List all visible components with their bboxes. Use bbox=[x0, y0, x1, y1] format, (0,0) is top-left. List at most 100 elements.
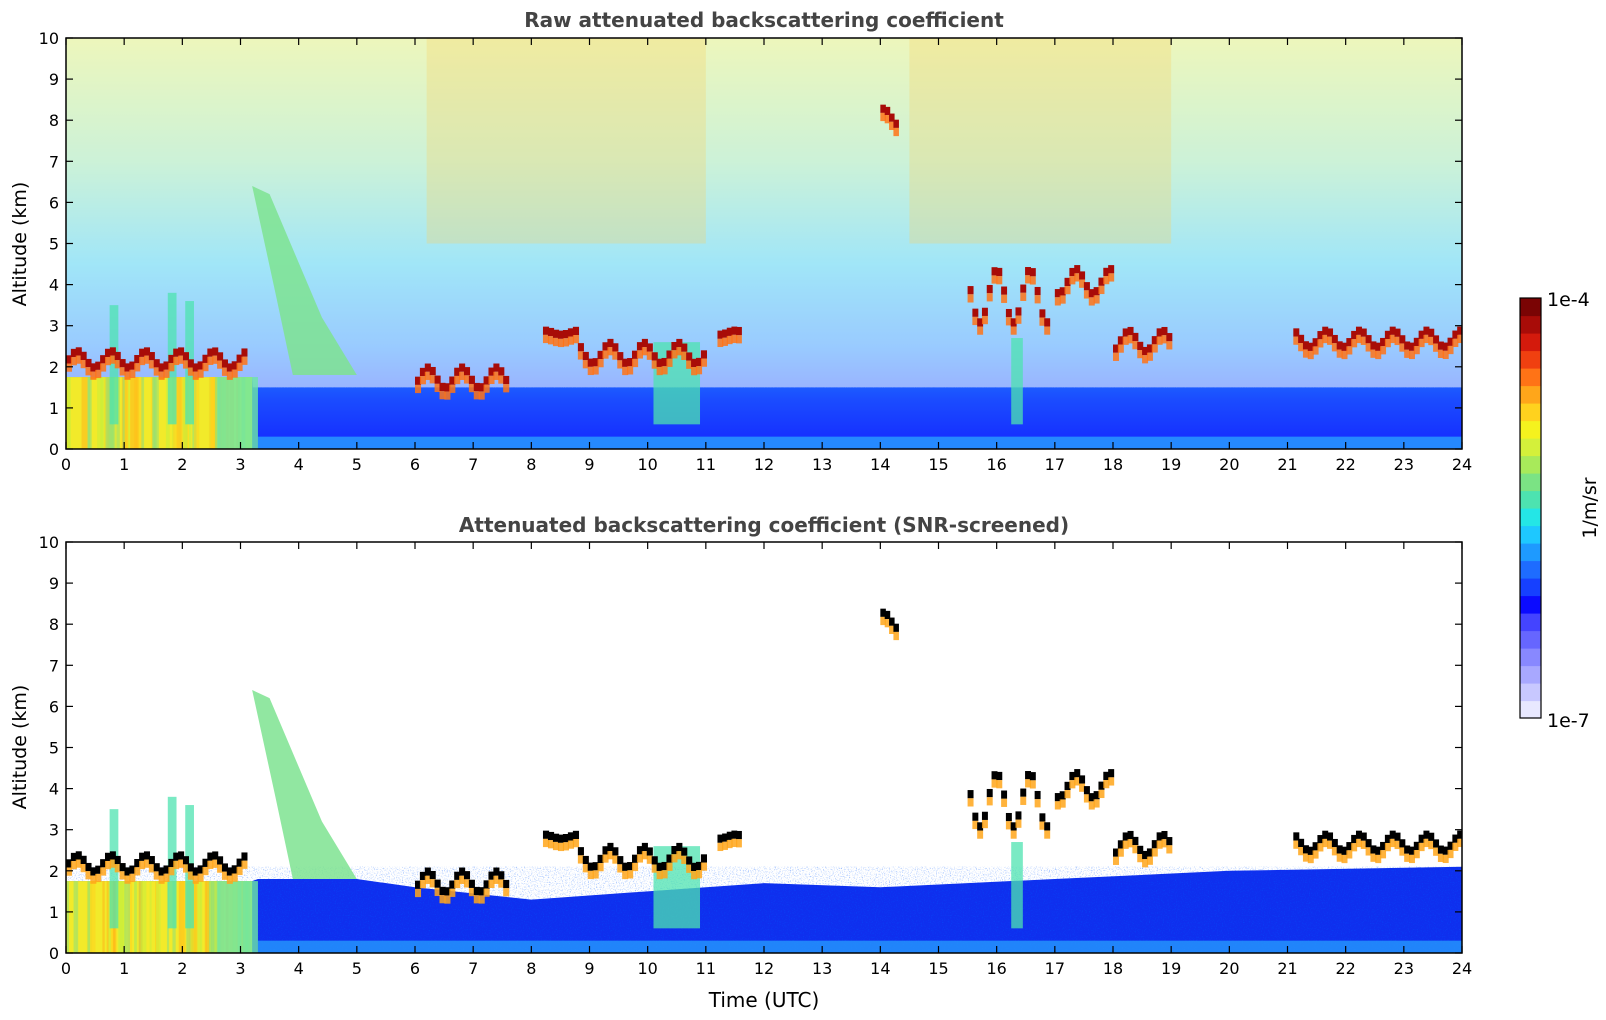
cloud-base-glow bbox=[1447, 345, 1454, 355]
cloud-layer bbox=[700, 854, 707, 863]
cloud-layer bbox=[143, 347, 151, 356]
cloud-layer bbox=[1074, 769, 1081, 778]
x-tick-label: 15 bbox=[928, 959, 948, 978]
cloud-layer bbox=[562, 330, 570, 339]
cloud-layer bbox=[542, 326, 550, 335]
cloud-base-glow bbox=[1307, 350, 1314, 360]
cloud-layer bbox=[676, 842, 683, 852]
cloud-base-glow bbox=[627, 870, 634, 879]
residual-layer-texture bbox=[138, 377, 144, 449]
cloud-layer bbox=[641, 842, 648, 852]
cloud-base-glow bbox=[632, 862, 639, 872]
cloud-layer bbox=[632, 350, 639, 359]
x-tick-label: 7 bbox=[468, 455, 478, 474]
cloud-layer bbox=[1322, 326, 1329, 335]
cloud-layer bbox=[1103, 771, 1110, 781]
cloud-layer bbox=[577, 847, 584, 856]
cloud-layer bbox=[1044, 822, 1051, 831]
cloud-layer bbox=[636, 342, 644, 351]
cloud-layer bbox=[1327, 832, 1334, 841]
cloud-base-glow bbox=[567, 840, 575, 849]
cloud-layer bbox=[1137, 341, 1144, 351]
cloud-layer bbox=[95, 361, 102, 370]
cloud-base-glow bbox=[424, 371, 431, 380]
residual-layer-texture bbox=[154, 377, 159, 449]
cloud-base-glow bbox=[104, 860, 112, 870]
cloud-base-glow bbox=[1389, 334, 1396, 344]
cloud-layer bbox=[996, 771, 1003, 781]
cloud-layer bbox=[700, 350, 707, 359]
cloud-base-glow bbox=[552, 841, 560, 851]
cloud-layer bbox=[207, 348, 214, 357]
cloud-layer bbox=[567, 328, 575, 337]
cloud-layer bbox=[1298, 838, 1305, 848]
cloud-base-glow bbox=[686, 360, 693, 369]
cloud-layer bbox=[75, 347, 82, 356]
cloud-base-glow bbox=[1132, 845, 1139, 854]
cloud-layer bbox=[1452, 330, 1459, 339]
y-tick-label: 1 bbox=[49, 903, 59, 922]
cloud-base-glow bbox=[231, 369, 238, 378]
x-tick-label: 0 bbox=[61, 959, 71, 978]
residual-layer-texture bbox=[128, 377, 130, 449]
cloud-base-glow bbox=[1108, 777, 1115, 786]
cloud-base-glow bbox=[1146, 856, 1153, 865]
x-tick-label: 14 bbox=[870, 455, 890, 474]
cloud-base-glow bbox=[1399, 847, 1406, 856]
cloud-layer bbox=[1064, 781, 1071, 791]
cloud-layer bbox=[1088, 793, 1095, 802]
cloud-layer bbox=[1365, 335, 1372, 344]
x-tick-label: 19 bbox=[1161, 959, 1181, 978]
residual-layer-texture bbox=[128, 881, 133, 953]
cloud-layer bbox=[498, 367, 505, 376]
residual-layer-texture bbox=[87, 377, 91, 449]
speckle-texture bbox=[66, 866, 1462, 953]
cloud-base-glow bbox=[607, 851, 614, 860]
cloud-base-glow bbox=[217, 360, 224, 369]
cloud-base-glow bbox=[1341, 350, 1348, 360]
cloud-base-glow bbox=[1059, 295, 1066, 304]
cloud-layer bbox=[439, 886, 446, 896]
x-tick-label: 21 bbox=[1277, 455, 1297, 474]
cloud-layer bbox=[493, 867, 500, 876]
cloud-layer bbox=[1418, 834, 1425, 843]
cloud-base-glow bbox=[1103, 780, 1110, 789]
cloud-base-glow bbox=[498, 375, 505, 384]
colorbar-swatch bbox=[1520, 560, 1541, 579]
cloud-base-glow bbox=[977, 326, 984, 335]
cloud-layer bbox=[415, 376, 422, 385]
cloud-base-glow bbox=[236, 362, 243, 372]
cloud-layer bbox=[1122, 328, 1129, 337]
cloud-base-glow bbox=[542, 334, 550, 344]
x-tick-label: 10 bbox=[637, 455, 657, 474]
cloud-base-glow bbox=[454, 375, 461, 385]
cloud-base-glow bbox=[1355, 838, 1362, 848]
residual-layer-texture bbox=[117, 881, 124, 953]
cloud-base-glow bbox=[212, 355, 219, 364]
residual-layer-texture bbox=[210, 377, 214, 449]
cloud-layer bbox=[1156, 832, 1163, 841]
cloud-base-glow bbox=[1020, 292, 1027, 301]
residual-layer-texture bbox=[141, 377, 145, 449]
cloud-layer bbox=[547, 327, 555, 337]
cloud-layer bbox=[972, 812, 979, 821]
cloud-base-glow bbox=[419, 880, 426, 889]
colorbar-swatch bbox=[1520, 578, 1541, 597]
cloud-base-glow bbox=[217, 864, 224, 873]
cloud-base-glow bbox=[119, 367, 126, 376]
residual-layer-texture bbox=[90, 881, 96, 953]
cloud-base-glow bbox=[1346, 850, 1353, 859]
cloud-base-glow bbox=[666, 862, 673, 871]
cloud-layer bbox=[572, 830, 580, 840]
cloud-layer bbox=[129, 361, 136, 370]
cloud-base-glow bbox=[109, 355, 116, 364]
cloud-base-glow bbox=[134, 363, 141, 372]
cloud-layer bbox=[1069, 771, 1076, 781]
cloud-base-glow bbox=[1059, 799, 1066, 808]
cloud-base-glow bbox=[582, 864, 589, 873]
x-axis: 0 1 2 3 4 5 6 7 8 9 10 11 12 13 14 15 16 17 18 19 20 21 22 23 24 bbox=[61, 542, 1472, 978]
cloud-layer bbox=[607, 842, 614, 852]
y-tick-label: 2 bbox=[49, 862, 59, 881]
cloud-base-glow bbox=[1447, 849, 1454, 859]
cloud-layer bbox=[1039, 309, 1046, 318]
